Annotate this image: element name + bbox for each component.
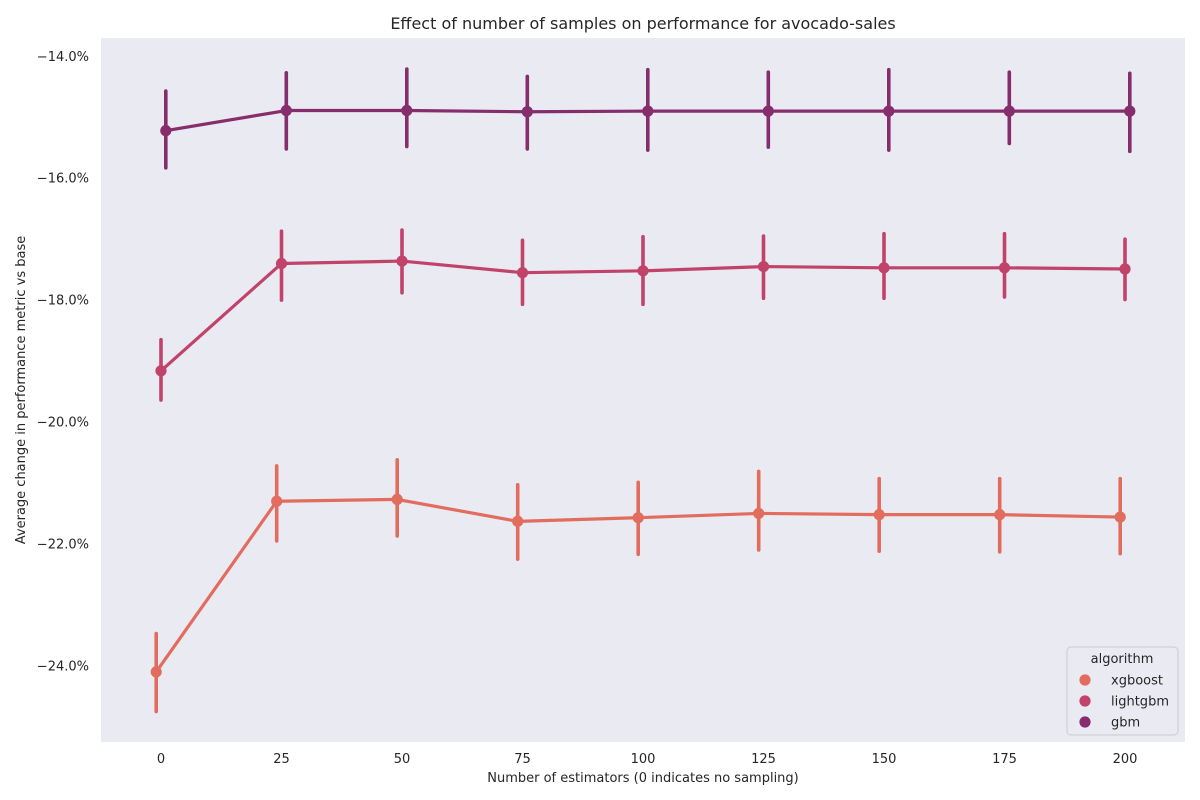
series-lightgbm	[155, 228, 1131, 402]
legend-marker	[1079, 674, 1091, 686]
data-point	[994, 509, 1006, 521]
data-point	[1114, 511, 1126, 523]
x-tick-label: 75	[514, 752, 531, 767]
series-layer	[150, 67, 1136, 714]
data-point	[160, 125, 172, 137]
series-xgboost	[150, 457, 1126, 714]
data-point	[401, 104, 413, 117]
data-point	[280, 104, 292, 117]
chart-title: Effect of number of samples on performan…	[390, 14, 895, 33]
y-tick-label: −20.0%	[37, 416, 89, 431]
x-tick-label: 150	[872, 752, 897, 767]
data-point	[275, 257, 288, 270]
y-axis-label: Average change in performance metric vs …	[14, 236, 29, 544]
legend-items: xgboost lightgbm gbm	[1079, 674, 1169, 731]
legend-label: gbm	[1111, 716, 1140, 731]
data-point	[391, 493, 403, 506]
data-point	[632, 512, 644, 524]
x-tick-label: 25	[273, 752, 290, 767]
y-tick-label: −24.0%	[37, 659, 89, 674]
y-axis-ticks: −24.0% −22.0% −20.0% −18.0% −16.0% −14.0%	[37, 50, 89, 675]
data-point	[1119, 263, 1131, 275]
data-point	[155, 365, 167, 377]
x-axis-ticks: 0 25 50 75 100 125 150 175 200	[157, 752, 1138, 767]
legend-marker	[1079, 695, 1091, 707]
data-point	[271, 495, 283, 507]
data-point	[1124, 105, 1136, 117]
data-point	[878, 262, 890, 274]
x-tick-label: 125	[751, 752, 776, 767]
y-tick-label: −16.0%	[37, 172, 89, 187]
legend-label: xgboost	[1111, 674, 1163, 689]
data-point	[762, 105, 774, 117]
data-point	[396, 255, 408, 267]
x-tick-label: 50	[394, 752, 411, 767]
data-point	[873, 509, 885, 521]
y-tick-label: −22.0%	[37, 537, 89, 552]
data-point	[998, 262, 1011, 274]
x-axis-label: Number of estimators (0 indicates no sam…	[487, 771, 799, 786]
data-point	[642, 105, 654, 117]
data-point	[516, 267, 529, 279]
legend-box	[1066, 646, 1179, 736]
data-point	[753, 507, 765, 520]
series-gbm	[160, 67, 1136, 170]
legend-marker	[1079, 716, 1091, 728]
data-point	[757, 260, 770, 273]
data-point	[637, 265, 649, 277]
data-point	[512, 515, 524, 527]
legend-label: lightgbm	[1111, 695, 1169, 710]
plot-background	[101, 38, 1185, 742]
x-tick-label: 175	[992, 752, 1017, 767]
x-tick-label: 200	[1113, 752, 1138, 767]
legend: algorithm xgboost lightgbm gbm	[1066, 646, 1179, 736]
x-tick-label: 100	[631, 752, 656, 767]
data-point	[1003, 105, 1015, 117]
legend-title: algorithm	[1091, 652, 1154, 667]
data-point	[883, 105, 895, 117]
data-point	[521, 106, 533, 118]
y-tick-label: −18.0%	[37, 294, 89, 309]
y-tick-label: −14.0%	[37, 50, 89, 65]
x-tick-label: 0	[157, 752, 165, 767]
data-point	[150, 666, 162, 678]
